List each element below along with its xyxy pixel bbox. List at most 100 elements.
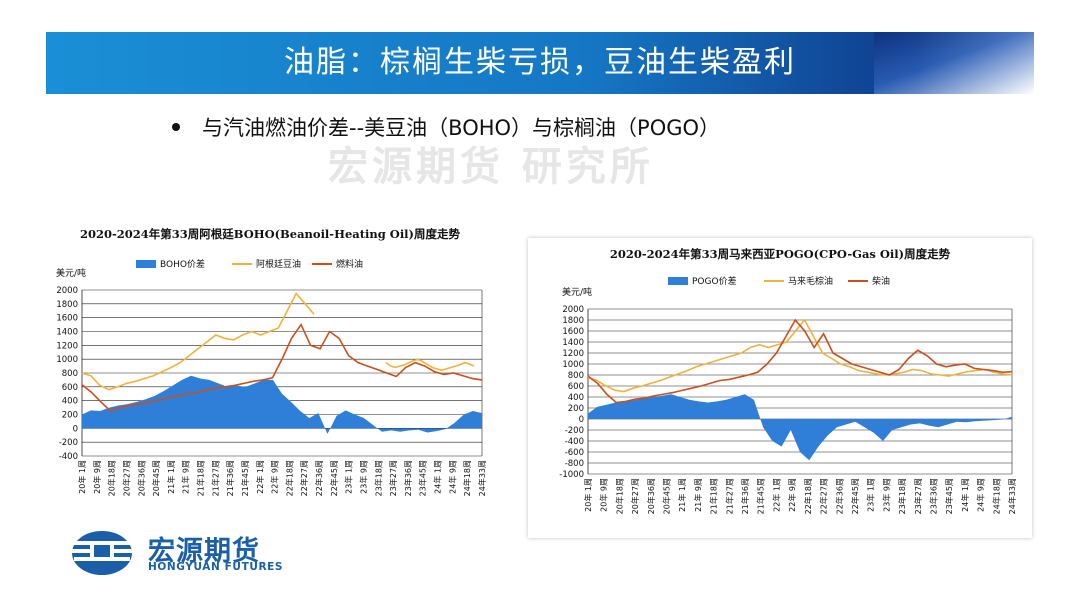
x-tick-label: 24年18周 (462, 460, 472, 496)
x-tick-label: 23年27周 (388, 460, 398, 496)
series-line (81, 292, 315, 391)
bullet-dot-icon (172, 123, 180, 131)
y-tick-label: 1800 (56, 300, 78, 310)
x-tick-label: 20年45周 (662, 478, 672, 514)
x-tick-label: 21年 9周 (693, 478, 703, 512)
x-tick-label: 22年36周 (834, 478, 844, 514)
bullet-text: 与汽油燃油价差--美豆油（BOHO）与棕榈油（POGO） (202, 116, 721, 140)
x-tick-label: 23年 9周 (881, 478, 891, 512)
x-tick-label: 21年36周 (225, 460, 235, 496)
chart-boho-panel: 2020-2024年第33周阿根廷BOHO(Beanoil-Heating Oi… (46, 218, 494, 518)
y-tick-label: 1200 (56, 341, 78, 351)
y-tick-label: 800 (568, 371, 584, 381)
x-tick-label: 21年36周 (740, 478, 750, 514)
x-tick-label: 21年27周 (210, 460, 220, 496)
x-tick-label: 24年 9周 (976, 478, 986, 512)
x-tick-label: 20年 9周 (599, 478, 609, 512)
y-tick-label: 1600 (56, 314, 78, 324)
x-tick-label: 20年 1周 (77, 460, 87, 494)
y-tick-label: -800 (565, 459, 584, 469)
x-tick-label: 21年 1周 (677, 478, 687, 512)
y-tick-label: 1000 (56, 355, 78, 365)
x-tick-label: 20年45周 (151, 460, 161, 496)
y-tick-label: 1200 (562, 349, 584, 359)
legend-swatch-spread (668, 277, 688, 285)
x-tick-label: 23年36周 (928, 478, 938, 514)
y-tick-label: 1400 (562, 338, 584, 348)
spread-area (588, 394, 1012, 461)
x-tick-label: 20年36周 (646, 478, 656, 514)
series-line (81, 322, 483, 412)
x-tick-label: 22年 1周 (255, 460, 265, 494)
page-title: 油脂：棕榈生柴亏损，豆油生柴盈利 (284, 45, 796, 80)
x-tick-label: 20年 9周 (92, 460, 102, 494)
y-tick-label: 600 (62, 383, 78, 393)
x-tick-label: 22年45周 (329, 460, 339, 496)
x-tick-label: 23年18周 (373, 460, 383, 496)
x-tick-label: 23年45周 (944, 478, 954, 514)
legend-label: BOHO价差 (160, 258, 205, 270)
x-tick-label: 21年 9周 (181, 460, 191, 494)
x-tick-label: 21年27周 (724, 478, 734, 514)
x-tick-label: 22年18周 (803, 478, 813, 514)
y-axis-label: 美元/吨 (562, 286, 592, 298)
x-tick-label: 20年27周 (630, 478, 640, 514)
watermark-text: 宏源期货 研究所 (328, 143, 654, 190)
series-line-soy-late (385, 358, 475, 372)
x-tick-label: 23年27周 (913, 478, 923, 514)
y-tick-label: 2000 (562, 305, 584, 315)
legend-label: POGO价差 (692, 275, 737, 287)
y-tick-label: -400 (59, 452, 78, 462)
x-tick-label: 20年 1周 (583, 478, 593, 512)
y-tick-label: 600 (568, 382, 584, 392)
x-tick-label: 24年33周 (477, 460, 487, 496)
chart-boho-svg: 美元/吨 BOHO价差 阿根廷豆油 燃料油 -400 -200 0 200 400 600 800 1… (56, 258, 487, 496)
logo-name: 宏源期货 (148, 536, 260, 567)
x-tick-label: 21年45周 (240, 460, 250, 496)
legend-label: 马来毛棕油 (788, 275, 833, 287)
bullet-line: 与汽油燃油价差--美豆油（BOHO）与棕榈油（POGO） (172, 112, 720, 142)
x-tick-label: 20年36周 (136, 460, 146, 496)
y-axis-label: 美元/吨 (56, 267, 86, 279)
x-tick-label: 22年 1周 (771, 478, 781, 512)
y-tick-label: 400 (62, 397, 78, 407)
x-tick-label: 22年18周 (284, 460, 294, 496)
x-tick-label: 24年 1周 (433, 460, 443, 494)
y-tick-label: -200 (565, 426, 584, 436)
y-tick-label: -600 (565, 448, 584, 458)
legend-label: 阿根廷豆油 (256, 258, 301, 270)
x-tick-label: 23年 1周 (866, 478, 876, 512)
x-tick-label: 22年27周 (299, 460, 309, 496)
x-tick-label: 21年18周 (196, 460, 206, 496)
y-tick-label: -200 (59, 438, 78, 448)
x-tick-label: 20年18周 (107, 460, 117, 496)
y-tick-label: 2000 (56, 286, 78, 296)
x-tick-label: 21年18周 (709, 478, 719, 514)
chart-pogo-panel: 2020-2024年第33周马来西亚POGO(CPO-Gas Oil)周度走势 … (528, 238, 1032, 538)
legend-label: 柴油 (872, 275, 890, 287)
title-banner: 油脂：棕榈生柴亏损，豆油生柴盈利 (46, 32, 1034, 94)
y-tick-label: 1400 (56, 328, 78, 338)
x-tick-label: 20年27周 (121, 460, 131, 496)
x-tick-label: 23年45周 (418, 460, 428, 496)
series-line (587, 318, 1013, 404)
x-tick-label: 24年33周 (1007, 478, 1017, 514)
legend-label: 燃料油 (336, 258, 363, 270)
x-tick-label: 24年18周 (991, 478, 1001, 514)
x-tick-label: 22年 9周 (270, 460, 280, 494)
x-tick-label: 23年36周 (403, 460, 413, 496)
chart-pogo-title: 2020-2024年第33周马来西亚POGO(CPO-Gas Oil)周度走势 (609, 247, 951, 261)
x-tick-label: 21年45周 (756, 478, 766, 514)
chart-boho-title: 2020-2024年第33周阿根廷BOHO(Beanoil-Heating Oi… (79, 227, 460, 241)
y-tick-label: 1800 (562, 316, 584, 326)
spread-area (82, 375, 482, 434)
x-tick-label: 23年 1周 (344, 460, 354, 494)
y-tick-label: 200 (62, 411, 78, 421)
x-tick-label: 21年 1周 (166, 460, 176, 494)
x-tick-label: 23年 9周 (358, 460, 368, 494)
x-tick-label: 24年 1周 (960, 478, 970, 512)
logo-subtitle: HONGYUAN FUTURES (148, 561, 284, 573)
y-tick-label: 200 (568, 404, 584, 414)
y-tick-label: 0 (73, 424, 78, 434)
x-tick-label: 20年18周 (614, 478, 624, 514)
